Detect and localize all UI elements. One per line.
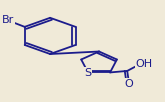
Text: O: O	[124, 79, 133, 89]
Text: S: S	[84, 68, 92, 78]
Text: Br: Br	[2, 15, 15, 25]
Text: OH: OH	[136, 59, 153, 69]
